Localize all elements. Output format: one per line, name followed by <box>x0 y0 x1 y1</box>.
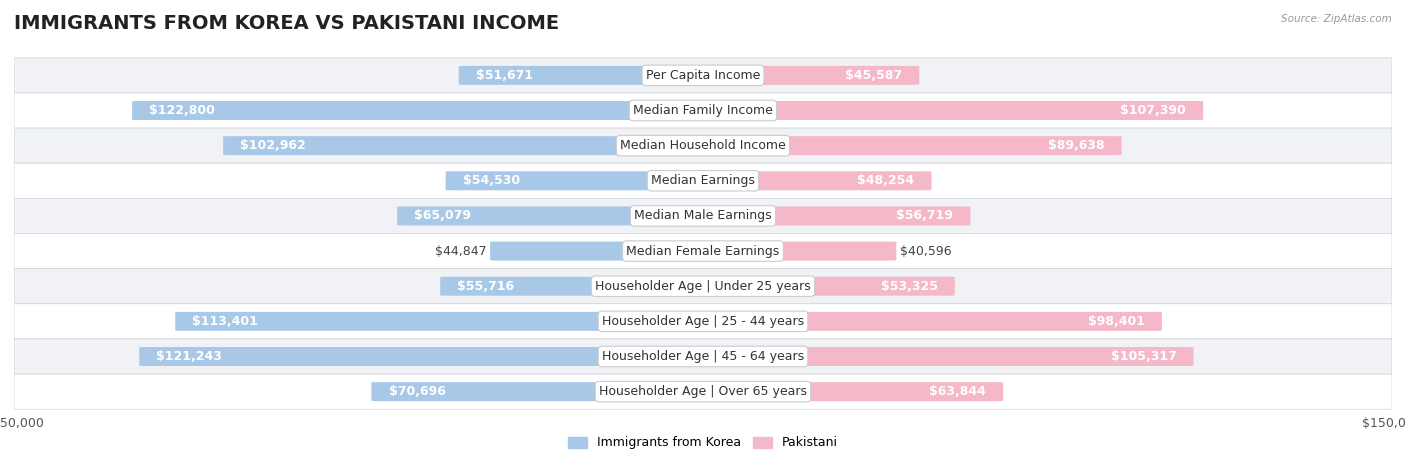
FancyBboxPatch shape <box>14 93 1392 128</box>
FancyBboxPatch shape <box>696 171 932 190</box>
Text: Median Family Income: Median Family Income <box>633 104 773 117</box>
Text: $89,638: $89,638 <box>1047 139 1104 152</box>
Text: $44,847: $44,847 <box>434 245 486 258</box>
Legend: Immigrants from Korea, Pakistani: Immigrants from Korea, Pakistani <box>562 432 844 454</box>
Text: $54,530: $54,530 <box>463 174 520 187</box>
Text: $107,390: $107,390 <box>1121 104 1185 117</box>
Text: $122,800: $122,800 <box>149 104 215 117</box>
Text: $121,243: $121,243 <box>156 350 222 363</box>
FancyBboxPatch shape <box>696 277 955 296</box>
Text: Householder Age | Over 65 years: Householder Age | Over 65 years <box>599 385 807 398</box>
FancyBboxPatch shape <box>14 234 1392 269</box>
Text: $48,254: $48,254 <box>858 174 914 187</box>
FancyBboxPatch shape <box>696 312 1161 331</box>
Text: $65,079: $65,079 <box>415 209 471 222</box>
FancyBboxPatch shape <box>132 101 710 120</box>
Text: Householder Age | 25 - 44 years: Householder Age | 25 - 44 years <box>602 315 804 328</box>
Text: $53,325: $53,325 <box>880 280 938 293</box>
FancyBboxPatch shape <box>139 347 710 366</box>
FancyBboxPatch shape <box>14 58 1392 93</box>
Text: Source: ZipAtlas.com: Source: ZipAtlas.com <box>1281 14 1392 24</box>
FancyBboxPatch shape <box>696 136 1122 155</box>
FancyBboxPatch shape <box>696 206 970 226</box>
FancyBboxPatch shape <box>696 101 1204 120</box>
FancyBboxPatch shape <box>224 136 710 155</box>
Text: Median Earnings: Median Earnings <box>651 174 755 187</box>
FancyBboxPatch shape <box>446 171 710 190</box>
Text: $63,844: $63,844 <box>929 385 986 398</box>
FancyBboxPatch shape <box>491 241 710 261</box>
FancyBboxPatch shape <box>371 382 710 401</box>
FancyBboxPatch shape <box>696 241 897 261</box>
Text: $102,962: $102,962 <box>240 139 307 152</box>
Text: Per Capita Income: Per Capita Income <box>645 69 761 82</box>
Text: $105,317: $105,317 <box>1111 350 1177 363</box>
FancyBboxPatch shape <box>14 198 1392 234</box>
FancyBboxPatch shape <box>440 277 710 296</box>
FancyBboxPatch shape <box>14 269 1392 304</box>
Text: $56,719: $56,719 <box>896 209 953 222</box>
FancyBboxPatch shape <box>14 339 1392 374</box>
FancyBboxPatch shape <box>14 304 1392 339</box>
Text: Median Household Income: Median Household Income <box>620 139 786 152</box>
Text: $55,716: $55,716 <box>457 280 515 293</box>
FancyBboxPatch shape <box>458 66 710 85</box>
Text: $51,671: $51,671 <box>477 69 533 82</box>
Text: $70,696: $70,696 <box>388 385 446 398</box>
Text: Median Female Earnings: Median Female Earnings <box>627 245 779 258</box>
Text: Householder Age | Under 25 years: Householder Age | Under 25 years <box>595 280 811 293</box>
Text: $113,401: $113,401 <box>193 315 259 328</box>
Text: $45,587: $45,587 <box>845 69 903 82</box>
FancyBboxPatch shape <box>14 128 1392 163</box>
FancyBboxPatch shape <box>176 312 710 331</box>
FancyBboxPatch shape <box>696 66 920 85</box>
FancyBboxPatch shape <box>696 382 1002 401</box>
Text: $40,596: $40,596 <box>900 245 952 258</box>
Text: $98,401: $98,401 <box>1088 315 1144 328</box>
FancyBboxPatch shape <box>14 163 1392 198</box>
FancyBboxPatch shape <box>14 374 1392 409</box>
Text: Median Male Earnings: Median Male Earnings <box>634 209 772 222</box>
FancyBboxPatch shape <box>696 347 1194 366</box>
Text: Householder Age | 45 - 64 years: Householder Age | 45 - 64 years <box>602 350 804 363</box>
FancyBboxPatch shape <box>398 206 710 226</box>
Text: IMMIGRANTS FROM KOREA VS PAKISTANI INCOME: IMMIGRANTS FROM KOREA VS PAKISTANI INCOM… <box>14 14 560 33</box>
